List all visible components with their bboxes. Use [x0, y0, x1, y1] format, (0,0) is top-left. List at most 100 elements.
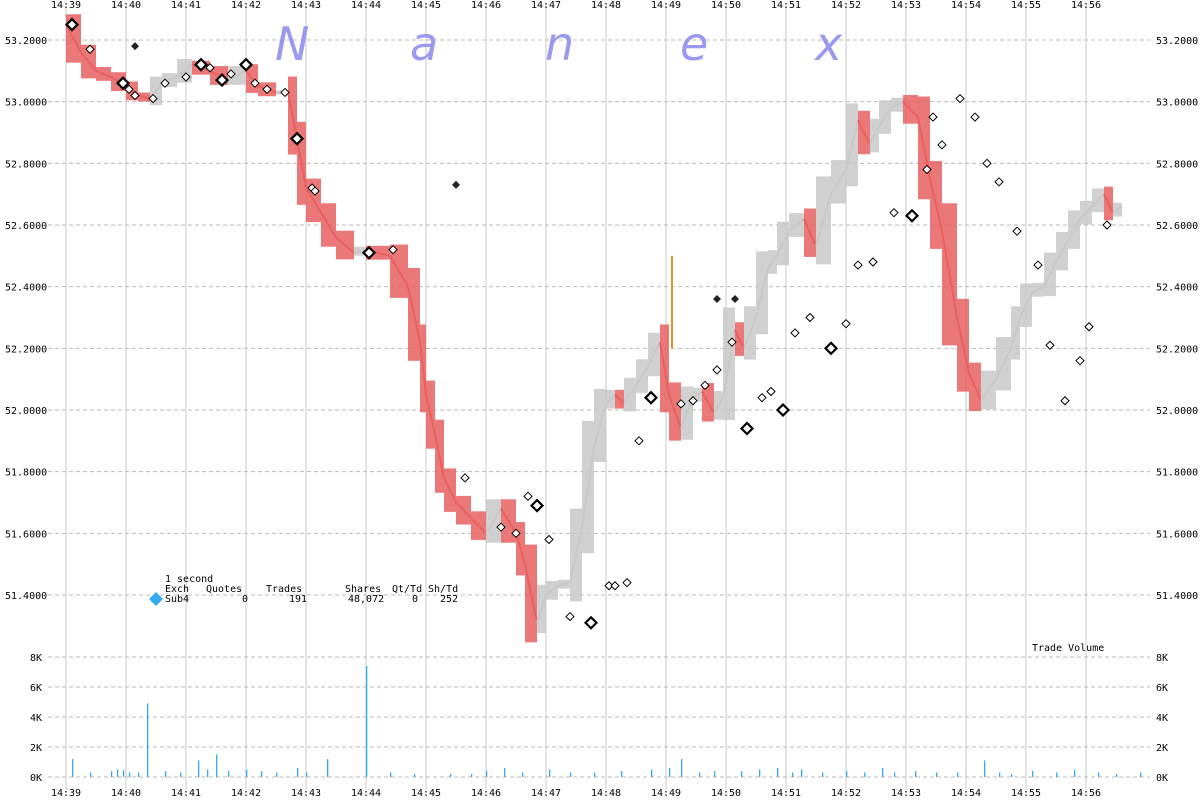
trade-marker: [1012, 226, 1022, 236]
price-line-segment: [857, 119, 871, 146]
x-tick-label-top: 14:43: [291, 0, 321, 11]
volume-tick-label-right: 4K: [1156, 713, 1168, 724]
volume-bar: [621, 771, 623, 777]
trade-marker: [280, 87, 290, 98]
trade-marker: [937, 140, 947, 150]
trade-marker: [205, 63, 215, 73]
price-line-segment: [1019, 292, 1033, 318]
volume-bar: [681, 759, 683, 777]
trade-marker: [889, 207, 899, 218]
volume-bar: [450, 774, 452, 777]
price-line-segment: [803, 218, 817, 247]
volume-bar: [228, 771, 230, 777]
trade-marker: [523, 491, 533, 502]
price-line-segment: [515, 533, 526, 565]
price-line-segment: [776, 230, 790, 257]
x-tick-label-top: 14:41: [171, 0, 201, 11]
trade-marker: [688, 396, 698, 406]
volume-bar: [549, 769, 551, 777]
volume-bar: [147, 703, 149, 777]
x-tick-label-bottom: 14:47: [531, 788, 561, 799]
legend-value: 252: [440, 594, 458, 605]
price-line-segment: [869, 125, 880, 146]
volume-bar: [894, 772, 896, 777]
trade-marker: [766, 386, 776, 397]
price-line-segment: [419, 342, 427, 395]
price-line-segment: [581, 446, 595, 528]
trade-marker: [544, 534, 554, 545]
volume-bar: [90, 772, 92, 777]
legend-header: Qt/Td: [392, 584, 422, 595]
y-tick-label-right: 52.8000: [1156, 159, 1198, 170]
volume-bar: [792, 772, 794, 777]
legend-diamond-icon: [149, 592, 163, 606]
x-tick-label-bottom: 14:50: [711, 788, 741, 799]
volume-bar: [846, 771, 848, 777]
volume-bar: [822, 772, 824, 777]
price-line-segment: [287, 92, 298, 139]
x-tick-label-bottom: 14:56: [1071, 788, 1101, 799]
y-tick-label-left: 52.8000: [5, 159, 47, 170]
x-tick-label-bottom: 14:51: [771, 788, 801, 799]
y-tick-label-left: 52.4000: [5, 283, 47, 294]
volume-bar: [216, 754, 218, 777]
trade-marker: [289, 131, 305, 146]
trade-marker: [868, 257, 878, 267]
volume-bar: [570, 772, 572, 777]
x-tick-label-bottom: 14:53: [891, 788, 921, 799]
price-line-segment: [1112, 205, 1123, 214]
x-tick-label-bottom: 14:49: [651, 788, 681, 799]
y-tick-label-right: 52.2000: [1156, 344, 1198, 355]
x-tick-label-top: 14:55: [1011, 0, 1041, 11]
y-tick-label-left: 51.4000: [5, 591, 47, 602]
price-line-segment: [647, 341, 661, 368]
y-tick-label-left: 53.0000: [5, 98, 47, 109]
price-line-segment: [176, 63, 193, 78]
volume-bar: [297, 768, 299, 777]
legend-header: Quotes: [206, 584, 242, 595]
volume-bar: [915, 771, 917, 777]
x-tick-label-bottom: 14:54: [951, 788, 981, 799]
y-tick-label-left: 52.6000: [5, 221, 47, 232]
price-line-segment: [80, 51, 97, 72]
price-line-segment: [980, 378, 997, 402]
price-line-segment: [389, 255, 409, 288]
trade-marker: [757, 392, 767, 403]
volume-panel-label: Trade Volume: [1032, 643, 1104, 654]
volume-tick-label-right: 2K: [1156, 743, 1168, 754]
volume-bar: [1032, 771, 1034, 777]
price-line-segment: [956, 317, 970, 374]
volume-tick-label-left: 6K: [30, 683, 42, 694]
trade-marker: [904, 208, 920, 223]
legend-header: Trades: [266, 584, 302, 595]
price-line-segment: [557, 581, 571, 587]
volume-bar: [864, 772, 866, 777]
price-line-segment: [425, 394, 436, 435]
volume-bar: [138, 772, 140, 777]
trade-marker: [511, 528, 521, 539]
trade-marker: [676, 399, 686, 409]
trade-marker: [610, 581, 620, 591]
price-line-segment: [569, 526, 583, 583]
volume-bar: [1098, 772, 1100, 777]
x-tick-label-top: 14:51: [771, 0, 801, 11]
price-line-segment: [668, 394, 682, 429]
trade-marker: [262, 84, 272, 95]
watermark-letter: n: [545, 17, 574, 71]
price-line-segment: [995, 347, 1012, 380]
price-line-segment: [635, 366, 649, 386]
trade-marker: [64, 17, 80, 32]
price-line-segment: [593, 403, 607, 448]
volume-bar: [999, 772, 1001, 777]
x-tick-label-top: 14:46: [471, 0, 501, 11]
price-line-segment: [1079, 205, 1093, 220]
volume-bar: [669, 768, 671, 777]
y-tick-label-left: 51.8000: [5, 468, 47, 479]
trade-markers: [64, 17, 1112, 630]
volume-bar: [366, 666, 368, 777]
price-line-segment: [1010, 317, 1021, 349]
x-tick-label-bottom: 14:39: [51, 788, 81, 799]
watermark-letter: e: [680, 17, 708, 71]
x-tick-label-top: 14:52: [831, 0, 861, 11]
